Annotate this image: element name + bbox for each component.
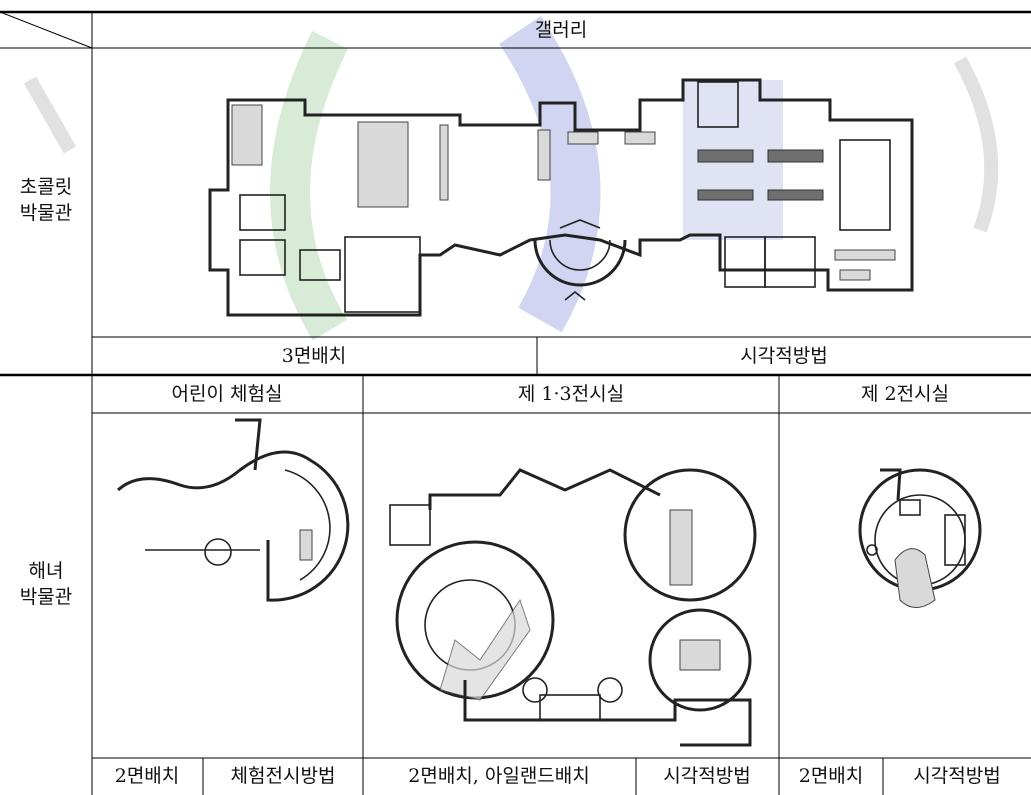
section-name: 제 2전시실 [861,383,949,405]
note: 시각적방법 [740,345,827,367]
museum-name: 박물관 [20,202,72,224]
watermark [23,16,999,341]
kids-room-floor-plan [116,418,350,602]
exhibit-1-3-floor-plan [389,468,757,747]
note: 2면배치, 아일랜드배치 [408,765,590,787]
note: 체험전시방법 [231,765,336,787]
museum-name: 해녀 [29,560,64,582]
note: 3면배치 [282,345,347,367]
note: 2면배치 [115,765,180,787]
note: 시각적방법 [913,765,1000,787]
section-name: 어린이 체험실 [172,383,283,405]
museum-name: 박물관 [20,586,72,608]
chocolate-floor-plan [208,78,914,317]
note: 시각적방법 [663,765,750,787]
exhibit-2-floor-plan [858,468,982,608]
section-name: 제 1·3전시실 [518,383,624,405]
section-name: 갤러리 [535,19,587,41]
museum-name: 초콜릿 [20,176,72,198]
diagonal [0,11,93,49]
note: 2면배치 [799,765,864,787]
